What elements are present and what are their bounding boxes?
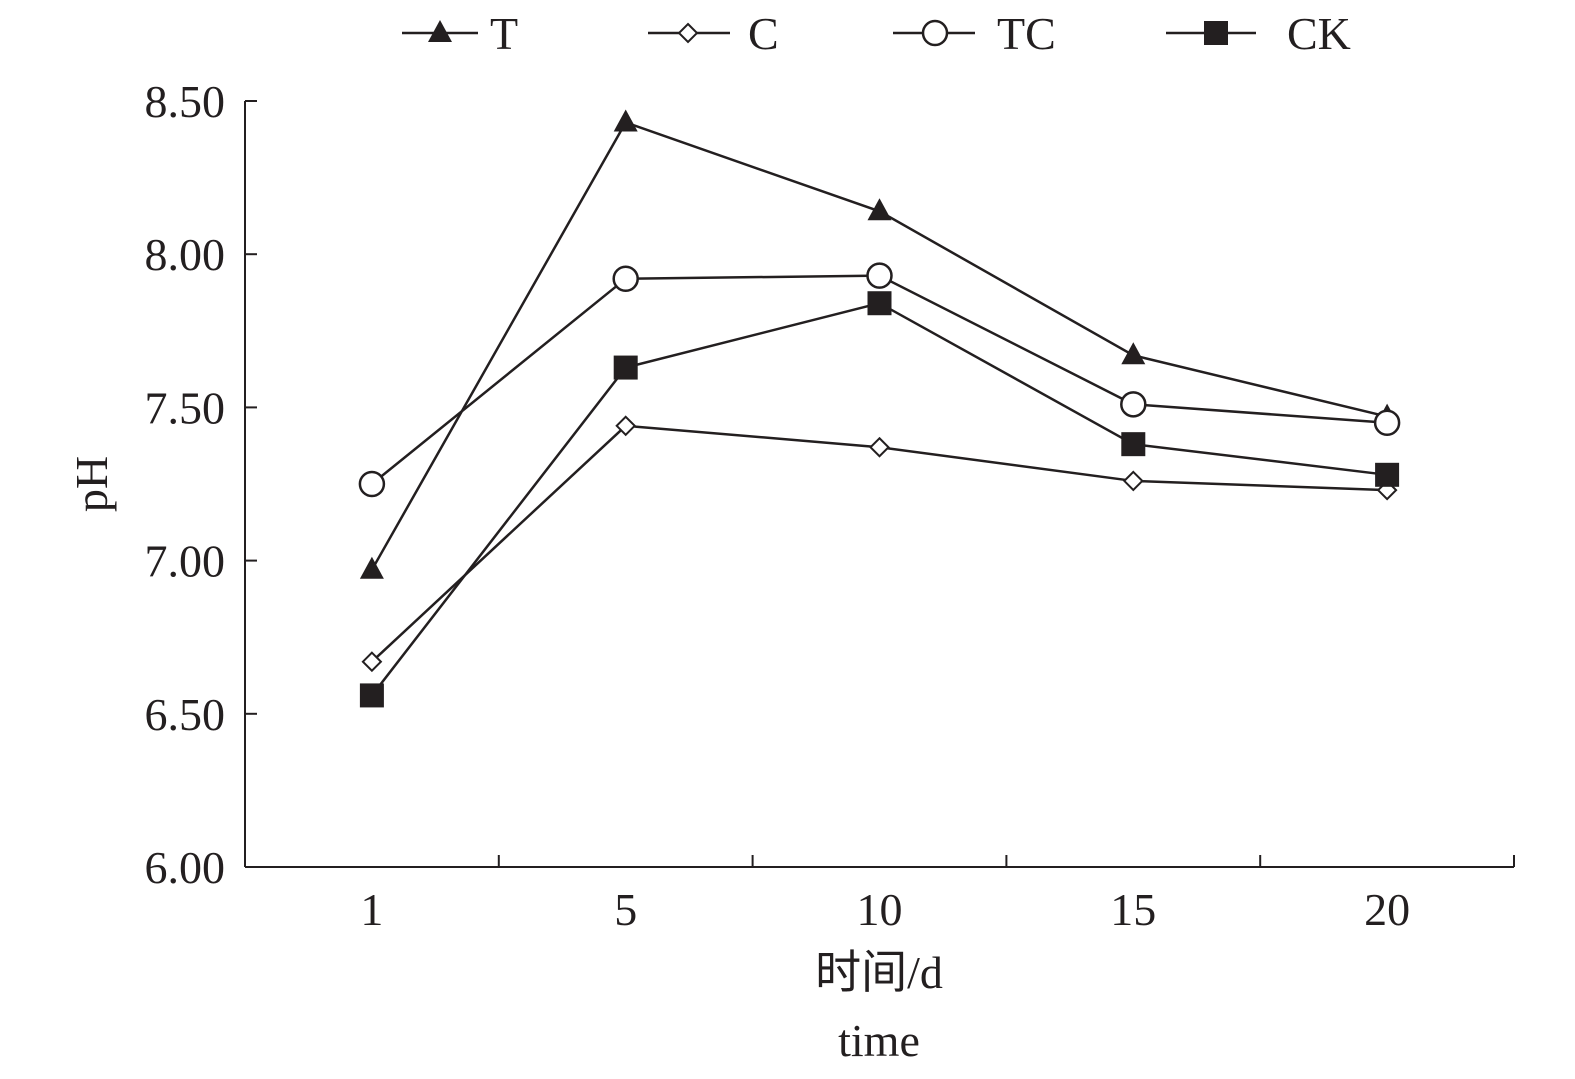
x-axis-label-english: time [838,1015,920,1066]
series-c [361,415,1398,673]
x-axis-label: 时间/d [815,947,943,998]
data-point-tc [1120,391,1147,418]
data-point-c [361,651,383,673]
data-point-ck [1121,432,1146,457]
x-tick-label: 10 [857,884,903,935]
legend-marker-icon [1204,21,1228,45]
data-point-c [615,415,637,437]
y-tick-label: 8.50 [145,76,226,127]
data-point-c [869,436,890,458]
data-point-tc [612,265,639,292]
x-tick-label: 1 [360,884,383,935]
data-point-t [867,198,892,221]
series-line-t [370,120,1388,571]
y-tick-label: 7.50 [145,382,226,433]
axes: 1 5 10 15 206.006.507.007.508.008.50 [145,76,1515,935]
legend-marker-icon [921,19,949,47]
y-tick-label: 7.00 [145,536,226,587]
y-tick-label: 6.50 [145,689,226,740]
x-tick-label: 5 [614,884,637,935]
legend-label: TC [997,8,1056,59]
legend-item-c: C [648,8,779,59]
y-tick-label: 6.00 [145,842,226,893]
series-ck [359,291,1400,708]
data-point-tc [866,262,893,289]
data-point-c [1122,470,1144,492]
legend-label: CK [1287,8,1351,59]
x-tick-label: 20 [1364,884,1410,935]
data-point-ck [867,291,892,316]
legend-marker-icon [677,22,699,44]
legend-label: T [490,8,518,59]
legend-label: C [748,8,779,59]
data-point-tc [1373,409,1401,436]
data-point-ck [359,683,384,708]
x-tick-label: 15 [1110,884,1156,935]
y-tick-label: 8.00 [145,229,226,280]
legend-item-t: T [402,8,518,59]
series-tc [358,262,1401,498]
legend-item-tc: TC [893,8,1056,59]
data-point-t [1121,342,1146,365]
legend: T C TC CK [402,8,1351,59]
data-point-ck [1375,462,1400,487]
data-point-ck [613,355,638,380]
series-line-c [371,424,1388,663]
data-point-t [613,109,638,132]
legend-marker-icon [428,20,452,42]
series-group [358,109,1401,708]
data-point-t [359,556,384,579]
legend-item-ck: CK [1166,8,1351,59]
y-axis-label: pH [66,456,117,512]
data-point-tc [358,470,386,498]
